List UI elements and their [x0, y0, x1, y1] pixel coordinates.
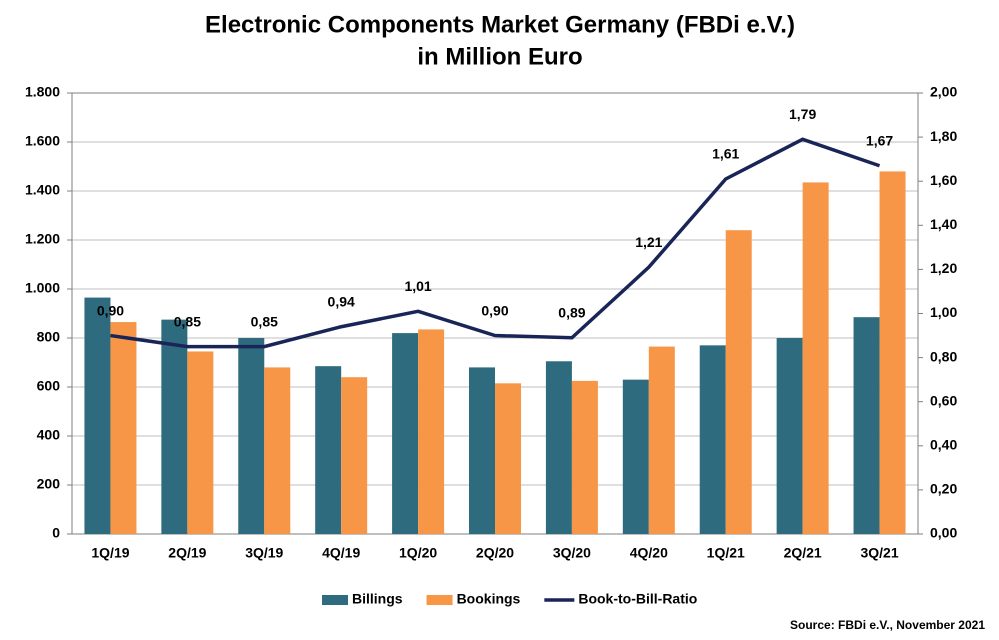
data-label: 1,67: [866, 132, 893, 148]
y2-tick-label: 0,80: [930, 348, 957, 364]
y2-tick-label: 1,20: [930, 260, 957, 276]
data-label: 1,61: [712, 146, 739, 162]
bar: [392, 333, 419, 534]
bar: [571, 380, 598, 534]
bar: [802, 182, 829, 535]
data-label: 0,90: [97, 302, 124, 318]
legend-swatch: [322, 595, 348, 605]
x-tick-label: 3Q/20: [553, 545, 591, 561]
data-label: 1,21: [635, 234, 662, 250]
y-tick-label: 1.200: [25, 231, 60, 247]
x-tick-label: 3Q/19: [245, 545, 283, 561]
data-label: 0,85: [174, 313, 201, 329]
data-label: 0,85: [251, 313, 278, 329]
y-tick-label: 400: [37, 427, 61, 443]
y-tick-label: 1.600: [25, 133, 60, 149]
legend-label: Billings: [352, 591, 403, 607]
bar: [84, 297, 111, 534]
y2-tick-label: 2,00: [930, 84, 957, 100]
y2-tick-label: 1,80: [930, 128, 957, 144]
y-tick-label: 0: [52, 525, 60, 541]
bar: [776, 338, 803, 534]
legend-label: Book-to-Bill-Ratio: [578, 591, 697, 607]
data-label: 0,94: [328, 293, 355, 309]
y2-tick-label: 1,40: [930, 216, 957, 232]
data-label: 0,90: [481, 302, 508, 318]
bar: [622, 379, 649, 534]
bar: [853, 317, 880, 534]
bar: [469, 367, 495, 534]
x-tick-label: 1Q/21: [707, 545, 745, 561]
legend-swatch: [426, 595, 453, 605]
legend-label: Bookings: [457, 591, 521, 607]
bar: [418, 329, 445, 534]
bar: [187, 351, 214, 534]
y2-tick-label: 1,60: [930, 172, 957, 188]
x-tick-label: 4Q/20: [630, 545, 668, 561]
y2-tick-label: 0,40: [930, 437, 957, 453]
bar: [110, 322, 137, 534]
x-tick-label: 2Q/19: [168, 545, 206, 561]
data-label: 1,79: [789, 106, 816, 122]
bar: [545, 361, 572, 534]
x-tick-label: 2Q/21: [784, 545, 822, 561]
bar: [495, 383, 521, 534]
y-tick-label: 800: [37, 329, 61, 345]
chart-title: Electronic Components Market Germany (FB…: [205, 11, 795, 38]
bar: [699, 345, 726, 534]
x-tick-label: 2Q/20: [476, 545, 514, 561]
bar: [315, 366, 342, 534]
x-tick-label: 4Q/19: [322, 545, 360, 561]
y2-tick-label: 0,20: [930, 481, 957, 497]
bar: [161, 319, 188, 534]
source: Source: FBDi e.V., November 2021: [790, 618, 985, 632]
y-tick-label: 1.800: [25, 84, 60, 100]
bar: [648, 346, 675, 534]
ratio-line: [110, 137, 881, 349]
y-tick-label: 1.000: [25, 280, 60, 296]
bar: [264, 367, 291, 534]
bar: [879, 171, 906, 534]
chart-subtitle: in Million Euro: [417, 43, 582, 70]
x-tick-label: 3Q/21: [860, 545, 898, 561]
bar: [341, 377, 368, 534]
y-tick-label: 1.400: [25, 182, 60, 198]
x-tick-label: 1Q/19: [91, 545, 129, 561]
y2-tick-label: 0,60: [930, 392, 957, 408]
bar: [238, 338, 265, 534]
y2-tick-label: 1,00: [930, 304, 957, 320]
data-label: 0,89: [558, 304, 585, 320]
bar: [725, 230, 752, 534]
x-tick-label: 1Q/20: [399, 545, 437, 561]
y-tick-label: 600: [37, 378, 61, 394]
y2-tick-label: 0,00: [930, 525, 957, 541]
data-label: 1,01: [404, 278, 431, 294]
y-tick-label: 200: [37, 476, 61, 492]
